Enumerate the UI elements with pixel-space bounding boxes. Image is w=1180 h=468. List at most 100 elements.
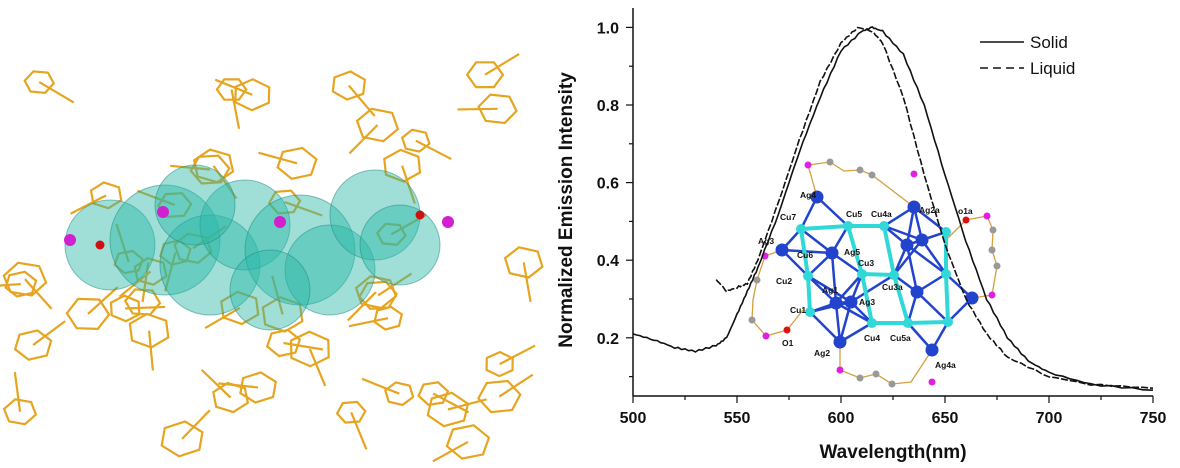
metal-bond bbox=[799, 228, 810, 277]
metal-bond bbox=[846, 225, 864, 275]
alkyl-bond bbox=[484, 52, 520, 76]
metal-bond bbox=[806, 275, 812, 313]
metal-bond bbox=[916, 291, 949, 323]
x-tick-label: 700 bbox=[1036, 410, 1063, 427]
metal-bond bbox=[800, 224, 849, 231]
alkyl-bond bbox=[498, 373, 534, 398]
alkyl-bond bbox=[170, 164, 211, 171]
metal-bond bbox=[893, 239, 923, 276]
phenyl-ring bbox=[400, 128, 431, 153]
phenyl-ring bbox=[2, 261, 48, 297]
phenyl-ring bbox=[109, 294, 141, 323]
silver-atom bbox=[829, 296, 843, 310]
phosphorus-atom bbox=[762, 332, 770, 340]
carbon-atom bbox=[888, 380, 896, 388]
atom-label: o1a bbox=[958, 206, 973, 216]
alkyl-bond bbox=[200, 369, 232, 399]
silver-atom bbox=[910, 285, 924, 299]
metal-bond bbox=[834, 302, 842, 343]
alkyl-bond bbox=[70, 194, 107, 215]
copper-atom bbox=[879, 221, 889, 231]
alkyl-bond bbox=[447, 398, 487, 411]
metal-bond bbox=[800, 228, 833, 254]
legend-solid-label: Solid bbox=[1030, 33, 1068, 52]
copper-atom bbox=[803, 271, 813, 281]
carbon-atom bbox=[753, 276, 761, 284]
copper-atom bbox=[857, 269, 867, 279]
phenyl-ring bbox=[477, 93, 518, 125]
phenyl-ring bbox=[375, 222, 407, 246]
alkyl-bond bbox=[204, 307, 241, 329]
metal-bond bbox=[907, 320, 949, 325]
silver-atom bbox=[965, 291, 979, 305]
metal-bond bbox=[905, 244, 919, 293]
alkyl-bond bbox=[87, 286, 119, 315]
atom-label: Cu4a bbox=[871, 209, 892, 219]
carbon-atom bbox=[988, 246, 996, 254]
phenyl-ring bbox=[89, 181, 123, 210]
metal-bond bbox=[838, 301, 853, 343]
phenyl-ring bbox=[23, 70, 56, 94]
silver-atom bbox=[915, 233, 929, 247]
chart-series bbox=[632, 25, 1154, 391]
phosphorus-atom bbox=[836, 366, 844, 374]
alkyl-bond bbox=[432, 440, 469, 463]
phenyl-ring bbox=[465, 61, 505, 89]
x-axis-label: Wavelength(nm) bbox=[819, 442, 966, 463]
oxygen-atom bbox=[95, 240, 105, 250]
metal-bond bbox=[892, 274, 910, 324]
atom-label: O1 bbox=[782, 338, 794, 348]
alkyl-bond bbox=[214, 78, 253, 96]
phenyl-ring bbox=[189, 154, 231, 185]
carbon-atom bbox=[826, 158, 834, 166]
molecular-structure-image bbox=[0, 52, 544, 463]
x-tick-label: 650 bbox=[932, 410, 959, 427]
alkyl-bond bbox=[230, 89, 241, 129]
ligand-bond bbox=[947, 215, 998, 299]
copper-atom bbox=[943, 317, 953, 327]
atom-label: Cu1 bbox=[790, 305, 806, 315]
chart-legend: Solid Liquid bbox=[980, 33, 1075, 78]
phosphorus-atom bbox=[910, 170, 918, 178]
metal-bond bbox=[920, 239, 948, 275]
atom-label: Cu4 bbox=[864, 333, 880, 343]
carbon-atom bbox=[856, 166, 864, 174]
silver-atom bbox=[907, 200, 921, 214]
phenyl-ring bbox=[157, 192, 193, 218]
phenyl-ring bbox=[373, 305, 404, 331]
carbon-atom bbox=[993, 262, 1001, 270]
x-tick-label: 750 bbox=[1140, 410, 1167, 427]
silver-atom bbox=[900, 238, 914, 252]
phenyl-ring bbox=[113, 249, 144, 275]
silver-atom bbox=[833, 335, 847, 349]
alkyl-bond bbox=[283, 341, 324, 351]
metal-bond bbox=[809, 300, 852, 314]
alkyl-bond bbox=[499, 344, 536, 366]
phenyl-ring bbox=[265, 328, 302, 358]
alkyl-bond bbox=[361, 377, 400, 395]
phenyl-ring bbox=[234, 78, 271, 112]
metal-bond bbox=[883, 224, 923, 242]
alkyl-bond bbox=[457, 107, 498, 111]
phosphorus-atom bbox=[804, 161, 812, 169]
series-line-liquid bbox=[715, 26, 1154, 390]
phenyl-ring bbox=[384, 381, 415, 407]
carbon-atom bbox=[989, 226, 997, 234]
atom-label: Cu5a bbox=[890, 333, 911, 343]
copper-atom bbox=[796, 224, 806, 234]
phosphorus-atom bbox=[988, 291, 996, 299]
phenyl-ring bbox=[503, 246, 544, 279]
alkyl-bond bbox=[164, 252, 177, 292]
metal-bond bbox=[830, 252, 838, 304]
silver-atom bbox=[810, 190, 824, 204]
ligand-bond bbox=[839, 342, 933, 385]
phenyl-ring bbox=[65, 297, 111, 331]
metal-sphere bbox=[159, 214, 261, 316]
oxygen-atom bbox=[962, 216, 970, 224]
alkyl-bond bbox=[258, 151, 298, 165]
silver-atom bbox=[844, 295, 858, 309]
phenyl-ring bbox=[13, 329, 53, 361]
atom-label: Cu7 bbox=[780, 212, 796, 222]
